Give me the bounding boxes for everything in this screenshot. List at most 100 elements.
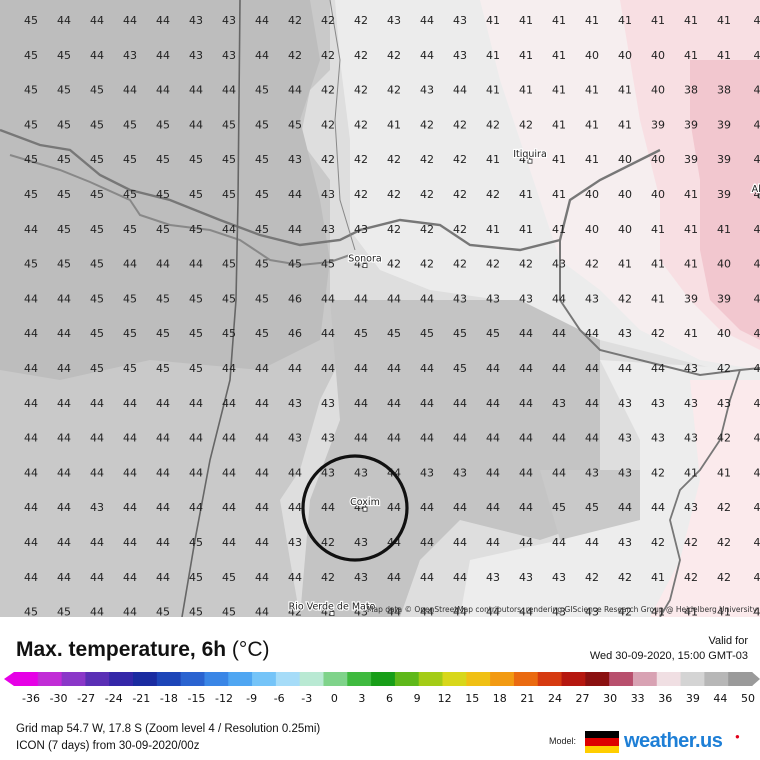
temperature-value: 42 (519, 118, 533, 131)
temperature-value: 45 (222, 258, 236, 271)
temperature-value: 44 (222, 501, 236, 514)
temperature-value: 44 (321, 292, 335, 305)
legend-color-swatch (299, 672, 324, 686)
temperature-value: 45 (156, 153, 170, 166)
temperature-value: 44 (57, 432, 71, 445)
legend-tick-label: 50 (741, 692, 755, 705)
temperature-value: 45 (123, 292, 137, 305)
temperature-value: 43 (387, 14, 401, 27)
legend-color-swatch (85, 672, 110, 686)
temperature-value: 44 (156, 14, 170, 27)
temperature-value: 38 (717, 84, 731, 97)
temperature-value: 45 (90, 223, 104, 236)
legend-color-swatch (728, 672, 753, 686)
temperature-value: 43 (189, 14, 203, 27)
temperature-value: 44 (24, 501, 38, 514)
temperature-value: 44 (618, 362, 632, 375)
temperature-value: 44 (123, 14, 137, 27)
temperature-value: 45 (123, 362, 137, 375)
temperature-value: 44 (156, 397, 170, 410)
temperature-value: 41 (552, 14, 566, 27)
temperature-value: 42 (453, 188, 467, 201)
temperature-value: 43 (420, 466, 434, 479)
temperature-value: 44 (90, 49, 104, 62)
place-label: Coxim (350, 497, 380, 508)
legend-color-swatch (228, 672, 253, 686)
temperature-value: 41 (717, 466, 731, 479)
temperature-value: 44 (387, 292, 401, 305)
temperature-value: 44 (57, 466, 71, 479)
temperature-value: 44 (354, 432, 368, 445)
temperature-value: 44 (552, 432, 566, 445)
model-label: Model: (549, 736, 577, 746)
temperature-value: 44 (321, 362, 335, 375)
temperature-value: 42 (453, 118, 467, 131)
temperature-value: 41 (618, 118, 632, 131)
legend-color-swatch (275, 672, 301, 686)
temperature-value: 40 (585, 49, 599, 62)
temperature-value: 45 (387, 327, 401, 340)
temperature-value: 44 (288, 362, 302, 375)
temperature-value: 45 (90, 258, 104, 271)
temperature-value: 41 (519, 49, 533, 62)
temperature-value: 43 (288, 153, 302, 166)
temperature-value: 45 (321, 258, 335, 271)
temperature-value: 42 (618, 571, 632, 584)
legend-right-arrow-icon (752, 672, 760, 686)
temperature-value: 42 (387, 84, 401, 97)
temperature-value: 41 (684, 258, 698, 271)
temperature-value: 39 (684, 153, 698, 166)
temperature-value: 42 (387, 49, 401, 62)
temperature-value: 41 (486, 14, 500, 27)
temperature-value: 44 (123, 258, 137, 271)
temperature-value: 41 (684, 327, 698, 340)
temperature-value: 39 (717, 118, 731, 131)
temperature-value: 45 (189, 571, 203, 584)
legend-tick-label: 6 (386, 692, 393, 705)
temperature-value: 4 (754, 49, 760, 62)
temperature-value: 40 (585, 223, 599, 236)
temperature-value: 39 (717, 153, 731, 166)
temperature-value: 42 (288, 606, 302, 617)
temperature-value: 44 (156, 49, 170, 62)
temperature-value: 45 (90, 188, 104, 201)
temperature-value: 45 (189, 606, 203, 617)
temperature-value: 44 (288, 84, 302, 97)
temperature-value: 44 (90, 14, 104, 27)
temperature-map[interactable]: 45 44 44 44 44 43 43 44 42 42 42 43 44 43 41 41 41 41 41 41… (0, 0, 760, 617)
temperature-value: 44 (453, 536, 467, 549)
temperature-value: 43 (651, 432, 665, 445)
temperature-value: 44 (321, 327, 335, 340)
temperature-value: 4 (754, 327, 760, 340)
temperature-value: 44 (123, 501, 137, 514)
temperature-value: 46 (288, 292, 302, 305)
temperature-value: 45 (156, 362, 170, 375)
temperature-value: 44 (90, 606, 104, 617)
temperature-value: 45 (486, 327, 500, 340)
legend-tick-label: -12 (215, 692, 233, 705)
legend-tick-label: 3 (358, 692, 365, 705)
temperature-value: 44 (24, 571, 38, 584)
legend-color-swatch (252, 672, 277, 686)
temperature-value: 43 (453, 49, 467, 62)
temperature-value: 41 (585, 153, 599, 166)
weather-us-logo[interactable]: weather.us (624, 730, 723, 752)
temperature-value: 44 (288, 501, 302, 514)
temperature-value: 45 (57, 606, 71, 617)
temperature-value: 41 (651, 606, 665, 617)
temperature-value: 42 (585, 571, 599, 584)
temperature-value: 42 (321, 84, 335, 97)
temperature-value: 44 (453, 501, 467, 514)
temperature-value: 44 (123, 84, 137, 97)
temperature-value: 45 (90, 362, 104, 375)
map-title-unit: (°C) (231, 638, 270, 661)
temperature-value: 42 (453, 258, 467, 271)
temperature-value: 42 (717, 501, 731, 514)
map-attribution: Map data © OpenStreetMap contributors, r… (367, 605, 758, 614)
temperature-value: 43 (453, 14, 467, 27)
temperature-value: 43 (321, 397, 335, 410)
temperature-value: 45 (354, 327, 368, 340)
temperature-value: 41 (585, 118, 599, 131)
legend-tick-label: 12 (438, 692, 452, 705)
temperature-value: 42 (585, 258, 599, 271)
